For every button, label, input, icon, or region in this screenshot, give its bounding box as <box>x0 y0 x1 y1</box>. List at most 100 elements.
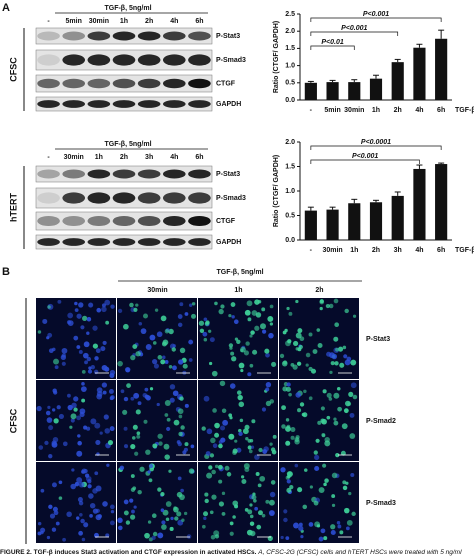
nucleus <box>294 463 299 468</box>
nucleus <box>168 328 174 335</box>
nucleus <box>73 335 79 341</box>
x-tick-label: 6h <box>437 107 445 114</box>
blot-band <box>112 238 136 246</box>
nucleus <box>58 480 63 485</box>
nucleus <box>297 408 302 413</box>
nucleus <box>184 403 189 408</box>
nucleus <box>202 524 206 529</box>
bar <box>348 203 361 240</box>
nucleus <box>204 498 209 504</box>
nucleus <box>81 370 86 374</box>
nucleus <box>344 308 349 314</box>
nucleus <box>297 328 303 334</box>
nucleus <box>337 406 342 412</box>
caption: FIGURE 2. TGF-β induces Stat3 activation… <box>0 549 462 556</box>
nucleus <box>317 420 322 425</box>
nucleus <box>254 325 260 331</box>
nucleus <box>294 439 300 445</box>
nucleus <box>147 470 151 474</box>
significance-bracket <box>310 145 442 150</box>
nucleus <box>269 491 276 498</box>
nucleus <box>145 344 152 350</box>
nucleus <box>330 361 335 366</box>
nucleus <box>339 362 345 368</box>
nucleus <box>249 503 253 507</box>
y-axis-label: Ratio (CTGF/ GAPDH) <box>273 21 280 93</box>
nucleus <box>236 390 242 395</box>
cell-line-label: hTERT <box>8 193 18 222</box>
nucleus <box>237 394 243 401</box>
y-tick-label: 0.0 <box>285 237 295 244</box>
micrograph <box>198 298 278 379</box>
nucleus <box>66 320 72 325</box>
blot-band <box>137 238 161 246</box>
nucleus <box>132 436 136 440</box>
nucleus <box>330 529 336 536</box>
nucleus <box>350 359 357 366</box>
bar <box>304 210 317 240</box>
nucleus <box>145 395 151 401</box>
nucleus <box>79 408 86 415</box>
bar <box>326 209 339 240</box>
nucleus <box>58 413 65 419</box>
blot-band <box>37 215 60 227</box>
column-label: 30min <box>147 287 167 294</box>
nucleus <box>317 342 323 348</box>
nucleus <box>218 479 223 484</box>
nucleus <box>272 434 277 439</box>
nucleus <box>308 522 314 527</box>
significance-bracket <box>310 159 420 164</box>
lane-label: 6h <box>195 18 203 25</box>
nucleus <box>333 336 339 342</box>
nucleus <box>92 508 99 514</box>
blot-band <box>37 238 60 246</box>
nucleus <box>228 433 235 440</box>
nucleus <box>102 340 107 346</box>
nucleus <box>92 325 98 331</box>
nucleus <box>82 352 89 359</box>
nucleus <box>131 509 135 514</box>
nucleus <box>308 396 313 401</box>
nucleus <box>70 413 77 420</box>
nucleus <box>314 454 320 461</box>
nucleus <box>165 517 170 522</box>
nucleus <box>58 496 63 500</box>
nucleus <box>287 339 292 344</box>
nucleus <box>148 463 154 469</box>
nucleus <box>56 405 61 410</box>
blot-band <box>87 31 111 41</box>
nucleus <box>350 472 355 477</box>
nucleus <box>165 501 172 507</box>
nucleus <box>285 418 290 422</box>
nucleus <box>95 348 101 354</box>
nucleus <box>87 484 92 489</box>
nucleus <box>73 407 78 412</box>
nucleus <box>70 483 77 490</box>
nucleus <box>340 450 346 456</box>
nucleus <box>158 441 163 446</box>
nucleus <box>78 349 83 354</box>
nucleus <box>321 432 326 437</box>
nucleus <box>206 428 213 435</box>
nucleus <box>67 404 73 411</box>
nucleus <box>90 365 96 370</box>
nucleus <box>295 435 300 440</box>
nucleus <box>86 356 92 362</box>
nucleus <box>224 465 230 471</box>
nucleus <box>331 503 336 508</box>
nucleus <box>309 485 313 489</box>
nucleus <box>247 509 253 515</box>
nucleus <box>231 315 235 319</box>
nucleus <box>183 511 188 516</box>
nucleus <box>153 363 159 369</box>
nucleus <box>249 363 254 368</box>
nucleus <box>208 465 213 470</box>
nucleus <box>293 522 299 529</box>
nucleus <box>160 508 165 512</box>
nucleus <box>145 449 151 455</box>
nucleus <box>161 520 166 525</box>
nucleus <box>330 524 336 530</box>
nucleus <box>242 428 249 435</box>
nucleus <box>74 308 79 313</box>
nucleus <box>267 315 274 322</box>
